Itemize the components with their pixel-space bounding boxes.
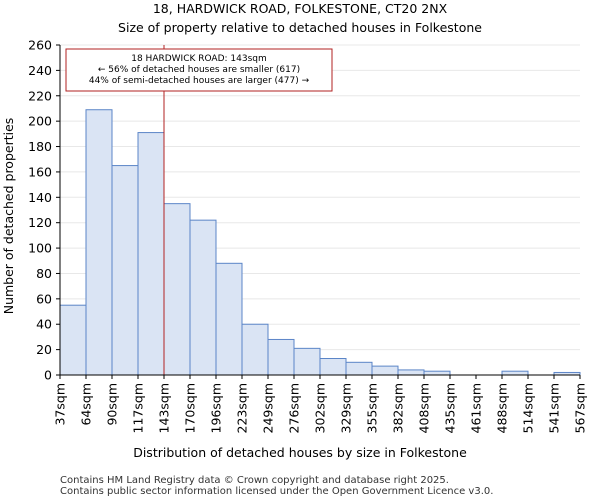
x-tick-label: 408sqm bbox=[417, 383, 432, 433]
bar-329sqm bbox=[345, 361, 373, 376]
y-tick-label: 240 bbox=[28, 63, 52, 78]
x-tick-label: 117sqm bbox=[131, 383, 146, 433]
y-tick-label: 100 bbox=[28, 241, 52, 256]
y-axis-label: Number of detached properties bbox=[1, 118, 16, 315]
footer-line-1: Contains HM Land Registry data © Crown c… bbox=[60, 475, 449, 486]
x-tick-label: 461sqm bbox=[469, 383, 484, 433]
bars bbox=[59, 109, 581, 376]
y-tick-label: 200 bbox=[28, 114, 52, 129]
annotation-box: 18 HARDWICK ROAD: 143sqm ← 56% of detach… bbox=[65, 48, 333, 92]
x-tick-label: 37sqm bbox=[53, 383, 68, 426]
bar-382sqm bbox=[397, 369, 425, 376]
bar-488sqm bbox=[501, 370, 529, 376]
y-tick-label: 0 bbox=[44, 368, 52, 383]
x-tick-label: 488sqm bbox=[495, 383, 510, 433]
bar-302sqm bbox=[319, 358, 347, 376]
bar-170sqm bbox=[189, 219, 217, 376]
x-tick-label: 514sqm bbox=[521, 383, 536, 433]
y-tick-label: 140 bbox=[28, 190, 52, 205]
x-tick-label: 64sqm bbox=[79, 383, 94, 426]
bar-117sqm bbox=[137, 132, 165, 376]
x-tick-label: 90sqm bbox=[105, 383, 120, 426]
annotation-line-1: 18 HARDWICK ROAD: 143sqm bbox=[131, 54, 267, 64]
x-tick-label: 170sqm bbox=[183, 383, 198, 433]
x-tick-label: 223sqm bbox=[235, 383, 250, 433]
y-tick-label: 160 bbox=[28, 164, 52, 179]
bar-64sqm bbox=[85, 109, 113, 376]
y-tick-labels: 0 20 40 60 80 100 120 140 160 180 200 220 240 260 bbox=[28, 38, 52, 383]
chart-subtitle: Size of property relative to detached ho… bbox=[118, 20, 482, 35]
y-tick-label: 120 bbox=[28, 215, 52, 230]
bar-249sqm bbox=[267, 338, 295, 376]
annotation-frame bbox=[65, 48, 333, 92]
annotation-line-2: ← 56% of detached houses are smaller (61… bbox=[98, 65, 300, 75]
y-tick-label: 20 bbox=[36, 342, 52, 357]
y-tick-label: 60 bbox=[36, 291, 52, 306]
y-tick-label: 180 bbox=[28, 139, 52, 154]
bar-276sqm bbox=[293, 347, 321, 376]
footer-line-2: Contains public sector information licen… bbox=[60, 486, 493, 497]
x-tick-label: 435sqm bbox=[443, 383, 458, 433]
y-tick-label: 80 bbox=[36, 266, 52, 281]
x-tick-label: 541sqm bbox=[547, 383, 562, 433]
x-tick-label: 196sqm bbox=[209, 383, 224, 433]
x-tick-label: 355sqm bbox=[365, 383, 380, 433]
x-tick-label: 382sqm bbox=[391, 383, 406, 433]
bar-223sqm bbox=[241, 323, 269, 376]
bar-37sqm bbox=[59, 304, 87, 376]
axes bbox=[56, 44, 581, 379]
x-tick-labels: 37sqm 64sqm 90sqm 117sqm 143sqm 170sqm 196sqm 2… bbox=[53, 383, 588, 433]
x-tick-label: 143sqm bbox=[157, 383, 172, 433]
x-axis-label: Distribution of detached houses by size … bbox=[133, 445, 467, 460]
annotation-line-3: 44% of semi-detached houses are larger (… bbox=[89, 76, 310, 86]
x-tick-label: 249sqm bbox=[261, 383, 276, 433]
bar-90sqm bbox=[111, 165, 139, 376]
y-tick-label: 260 bbox=[28, 38, 52, 53]
x-tick-label: 276sqm bbox=[287, 383, 302, 433]
chart-title: 18, HARDWICK ROAD, FOLKESTONE, CT20 2NX bbox=[153, 1, 448, 16]
bar-408sqm bbox=[423, 370, 451, 376]
x-tick-label: 302sqm bbox=[313, 383, 328, 433]
y-tick-label: 40 bbox=[36, 317, 52, 332]
bar-196sqm bbox=[215, 262, 243, 376]
bar-143sqm bbox=[163, 203, 191, 376]
y-tick-label: 220 bbox=[28, 88, 52, 103]
bar-355sqm bbox=[371, 365, 399, 376]
x-tick-label: 567sqm bbox=[573, 383, 588, 433]
x-tick-label: 329sqm bbox=[339, 383, 354, 433]
